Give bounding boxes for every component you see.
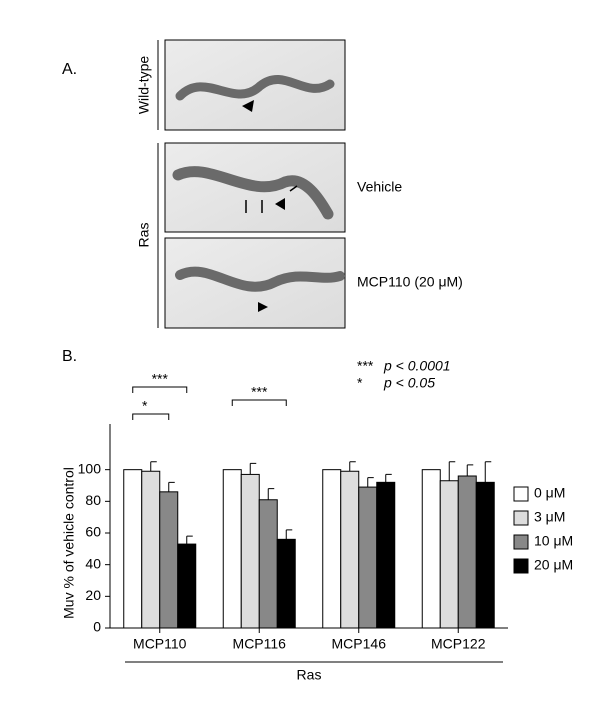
error-bar bbox=[484, 461, 492, 483]
bar bbox=[222, 469, 242, 629]
bar bbox=[141, 470, 161, 629]
error-bar bbox=[367, 477, 374, 488]
genotype-label: Ras bbox=[136, 223, 152, 248]
significance-bracket bbox=[231, 399, 287, 406]
bar bbox=[177, 543, 197, 629]
legend-swatch bbox=[513, 510, 529, 526]
bar bbox=[123, 469, 143, 629]
arrowhead bbox=[258, 302, 268, 312]
error-bar bbox=[168, 481, 175, 492]
y-tick-label: 40 bbox=[85, 555, 101, 571]
bar bbox=[439, 480, 459, 629]
significance-stars: * bbox=[142, 398, 148, 414]
legend-label: 3 μM bbox=[534, 509, 565, 525]
bar bbox=[240, 473, 260, 629]
y-tick-label: 20 bbox=[85, 587, 101, 603]
y-tick-label: 60 bbox=[85, 524, 101, 540]
worm bbox=[172, 166, 334, 220]
legend-label: 10 μM bbox=[534, 533, 573, 549]
key-stars: *** bbox=[357, 358, 374, 374]
legend-label: 20 μM bbox=[534, 557, 573, 573]
condition-label: MCP110 (20 μM) bbox=[357, 274, 463, 290]
significance-stars: *** bbox=[251, 384, 268, 400]
error-bar bbox=[285, 529, 293, 540]
panel-label: B. bbox=[62, 348, 77, 365]
significance-stars: *** bbox=[152, 371, 169, 387]
error-bar bbox=[150, 461, 157, 472]
bar bbox=[340, 470, 360, 629]
significance-bracket bbox=[132, 413, 170, 420]
error-bar bbox=[448, 461, 456, 481]
bar bbox=[159, 491, 179, 629]
legend-swatch bbox=[513, 486, 529, 502]
y-tick-label: 100 bbox=[78, 460, 102, 476]
error-bar bbox=[186, 535, 193, 545]
legend-swatch bbox=[513, 558, 529, 574]
bar bbox=[322, 469, 342, 629]
x-tick-label: MCP110 bbox=[133, 636, 187, 652]
genotype-label: Wild-type bbox=[136, 56, 152, 115]
y-tick-label: 0 bbox=[93, 619, 101, 635]
x-tick-label: MCP146 bbox=[332, 636, 387, 652]
panel-label: A. bbox=[62, 61, 77, 78]
x-tick-label: MCP122 bbox=[431, 636, 486, 652]
bar bbox=[457, 475, 477, 629]
arrowhead bbox=[242, 100, 254, 112]
arrowhead bbox=[275, 198, 285, 210]
bar bbox=[421, 469, 441, 629]
x-tick-label: MCP116 bbox=[233, 636, 287, 652]
error-bar bbox=[385, 473, 392, 483]
condition-label: Vehicle bbox=[357, 179, 402, 195]
arrows bbox=[245, 185, 298, 213]
error-bar bbox=[466, 464, 474, 476]
y-tick-label: 80 bbox=[85, 492, 101, 508]
error-bar bbox=[249, 462, 257, 475]
bar bbox=[358, 486, 378, 629]
bar bbox=[258, 499, 278, 629]
key-text: p < 0.05 bbox=[383, 375, 435, 391]
key-stars: * bbox=[357, 375, 363, 391]
group-label: Ras bbox=[297, 667, 322, 683]
legend-label: 0 μM bbox=[534, 485, 565, 501]
error-bar bbox=[349, 461, 356, 472]
y-axis-label: Muv % of vehicle control bbox=[61, 467, 77, 619]
micrographs: Wild-type Ras Vehicle MCP110 (20 μM) bbox=[136, 39, 463, 329]
error-bar bbox=[267, 488, 275, 500]
bar bbox=[475, 481, 495, 629]
legend-swatch bbox=[513, 534, 529, 550]
significance-bracket bbox=[132, 386, 188, 393]
key-text: p < 0.0001 bbox=[383, 358, 451, 374]
worm bbox=[175, 75, 335, 101]
worm bbox=[175, 266, 345, 292]
bar bbox=[376, 481, 396, 629]
bar bbox=[276, 538, 296, 629]
